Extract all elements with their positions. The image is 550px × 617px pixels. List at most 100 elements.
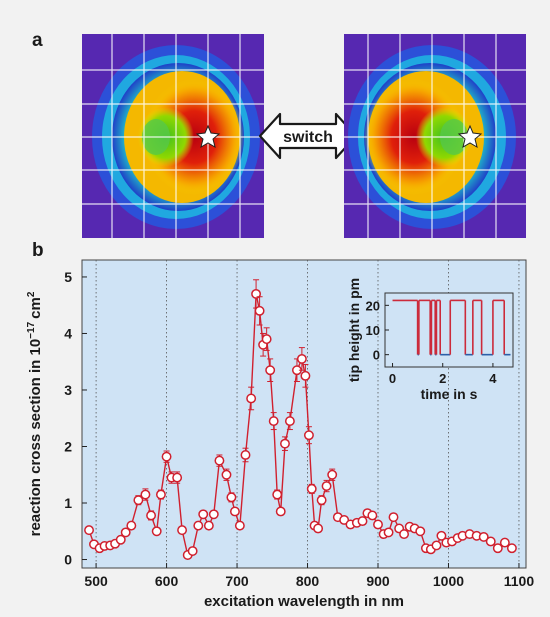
data-point bbox=[303, 430, 314, 441]
inset-y-tick-label: 10 bbox=[366, 323, 380, 338]
y-tick-label: 0 bbox=[64, 552, 72, 568]
x-tick-label: 800 bbox=[296, 573, 320, 589]
data-point bbox=[499, 537, 510, 548]
stm-image-left-graphic bbox=[82, 34, 264, 238]
data-point bbox=[187, 546, 198, 556]
data-point bbox=[300, 370, 311, 381]
y-tick-label: 2 bbox=[64, 438, 72, 454]
data-point bbox=[234, 520, 245, 531]
inset-data-series bbox=[392, 299, 511, 356]
data-point bbox=[492, 543, 503, 554]
x-tick-label: 600 bbox=[155, 573, 179, 589]
data-point bbox=[172, 472, 183, 483]
panel-b-letter: b bbox=[32, 240, 44, 261]
data-point bbox=[193, 520, 204, 531]
y-axis-label-unit: cm bbox=[27, 297, 44, 319]
y-axis-label: reaction cross section in 10−17 cm2 bbox=[26, 291, 44, 536]
x-tick-label: 900 bbox=[366, 573, 390, 589]
data-point bbox=[221, 469, 232, 480]
data-point bbox=[415, 526, 426, 537]
data-point bbox=[208, 509, 219, 520]
inset-x-tick-label: 0 bbox=[389, 371, 396, 386]
y-tick-label: 5 bbox=[64, 269, 72, 285]
data-point bbox=[316, 495, 327, 506]
data-point bbox=[203, 520, 214, 531]
data-point bbox=[161, 451, 172, 462]
data-point bbox=[120, 527, 131, 538]
data-point bbox=[388, 512, 399, 523]
data-point bbox=[240, 450, 251, 460]
stm-image-left bbox=[82, 34, 264, 238]
data-point bbox=[383, 527, 394, 538]
data-point bbox=[261, 334, 272, 345]
data-point bbox=[146, 510, 157, 521]
data-point bbox=[321, 481, 332, 492]
inset-y-tick-label: 20 bbox=[366, 298, 380, 313]
data-point bbox=[126, 520, 137, 531]
star-marker-icon bbox=[457, 124, 483, 149]
data-point bbox=[229, 506, 240, 517]
data-point bbox=[198, 509, 209, 520]
data-point bbox=[272, 489, 283, 500]
data-point bbox=[284, 416, 295, 427]
data-point bbox=[265, 365, 276, 376]
x-axis-label: excitation wavelength in nm bbox=[204, 593, 404, 610]
data-point bbox=[151, 526, 162, 537]
inset-plot-area bbox=[384, 292, 514, 368]
data-point bbox=[327, 469, 338, 480]
y-tick-label: 4 bbox=[64, 325, 72, 341]
inset-axes: 0 2 4 0 10 20 bbox=[366, 298, 498, 386]
data-point bbox=[357, 516, 368, 527]
inset-x-tick-label: 4 bbox=[489, 371, 497, 386]
data-point bbox=[115, 534, 126, 545]
panel-a-letter: a bbox=[32, 30, 43, 51]
data-point bbox=[367, 510, 378, 521]
data-series bbox=[84, 279, 517, 560]
inset-chart: 0 2 4 0 10 20 time in s tip height in pm bbox=[346, 278, 514, 402]
data-point bbox=[506, 543, 517, 554]
data-point bbox=[251, 288, 262, 299]
data-point bbox=[485, 536, 496, 547]
x-tick-label: 1100 bbox=[504, 573, 535, 589]
data-point bbox=[313, 523, 324, 534]
inset-y-axis-label: tip height in pm bbox=[346, 278, 362, 382]
y-axis-label-exponent: −17 bbox=[26, 321, 37, 338]
data-point bbox=[478, 531, 489, 542]
data-point bbox=[246, 393, 257, 404]
x-tick-label: 500 bbox=[84, 573, 108, 589]
data-point bbox=[399, 529, 410, 540]
y-axis-label-unit-exponent: 2 bbox=[26, 291, 37, 297]
switch-arrow: switch bbox=[258, 112, 358, 160]
y-axis-label-text: reaction cross section in 10 bbox=[27, 339, 44, 537]
data-point bbox=[177, 525, 188, 536]
stm-image-right bbox=[344, 34, 526, 238]
y-tick-label: 3 bbox=[64, 382, 72, 398]
data-point bbox=[254, 305, 265, 316]
x-tick-label: 1000 bbox=[433, 573, 464, 589]
panel-a: a bbox=[0, 0, 550, 245]
data-point bbox=[306, 483, 317, 494]
inset-x-tick-label: 2 bbox=[439, 371, 446, 386]
star-marker-icon bbox=[195, 124, 221, 149]
x-tick-label: 700 bbox=[225, 573, 249, 589]
data-point bbox=[431, 540, 442, 551]
switch-label: switch bbox=[283, 129, 333, 146]
data-point bbox=[155, 489, 166, 500]
inset-y-tick-label: 0 bbox=[373, 348, 380, 363]
data-point bbox=[373, 519, 383, 530]
data-point bbox=[84, 525, 94, 536]
data-point bbox=[275, 506, 286, 517]
data-point bbox=[214, 455, 225, 466]
data-point bbox=[280, 438, 290, 449]
data-point bbox=[436, 530, 447, 541]
y-tick-label: 1 bbox=[64, 495, 72, 511]
data-point bbox=[140, 489, 151, 500]
inset-x-axis-label: time in s bbox=[421, 386, 478, 402]
data-point bbox=[226, 492, 237, 503]
stm-image-right-graphic bbox=[344, 34, 526, 238]
data-point bbox=[296, 353, 307, 364]
data-point bbox=[268, 416, 279, 427]
double-arrow-icon: switch bbox=[258, 112, 358, 160]
